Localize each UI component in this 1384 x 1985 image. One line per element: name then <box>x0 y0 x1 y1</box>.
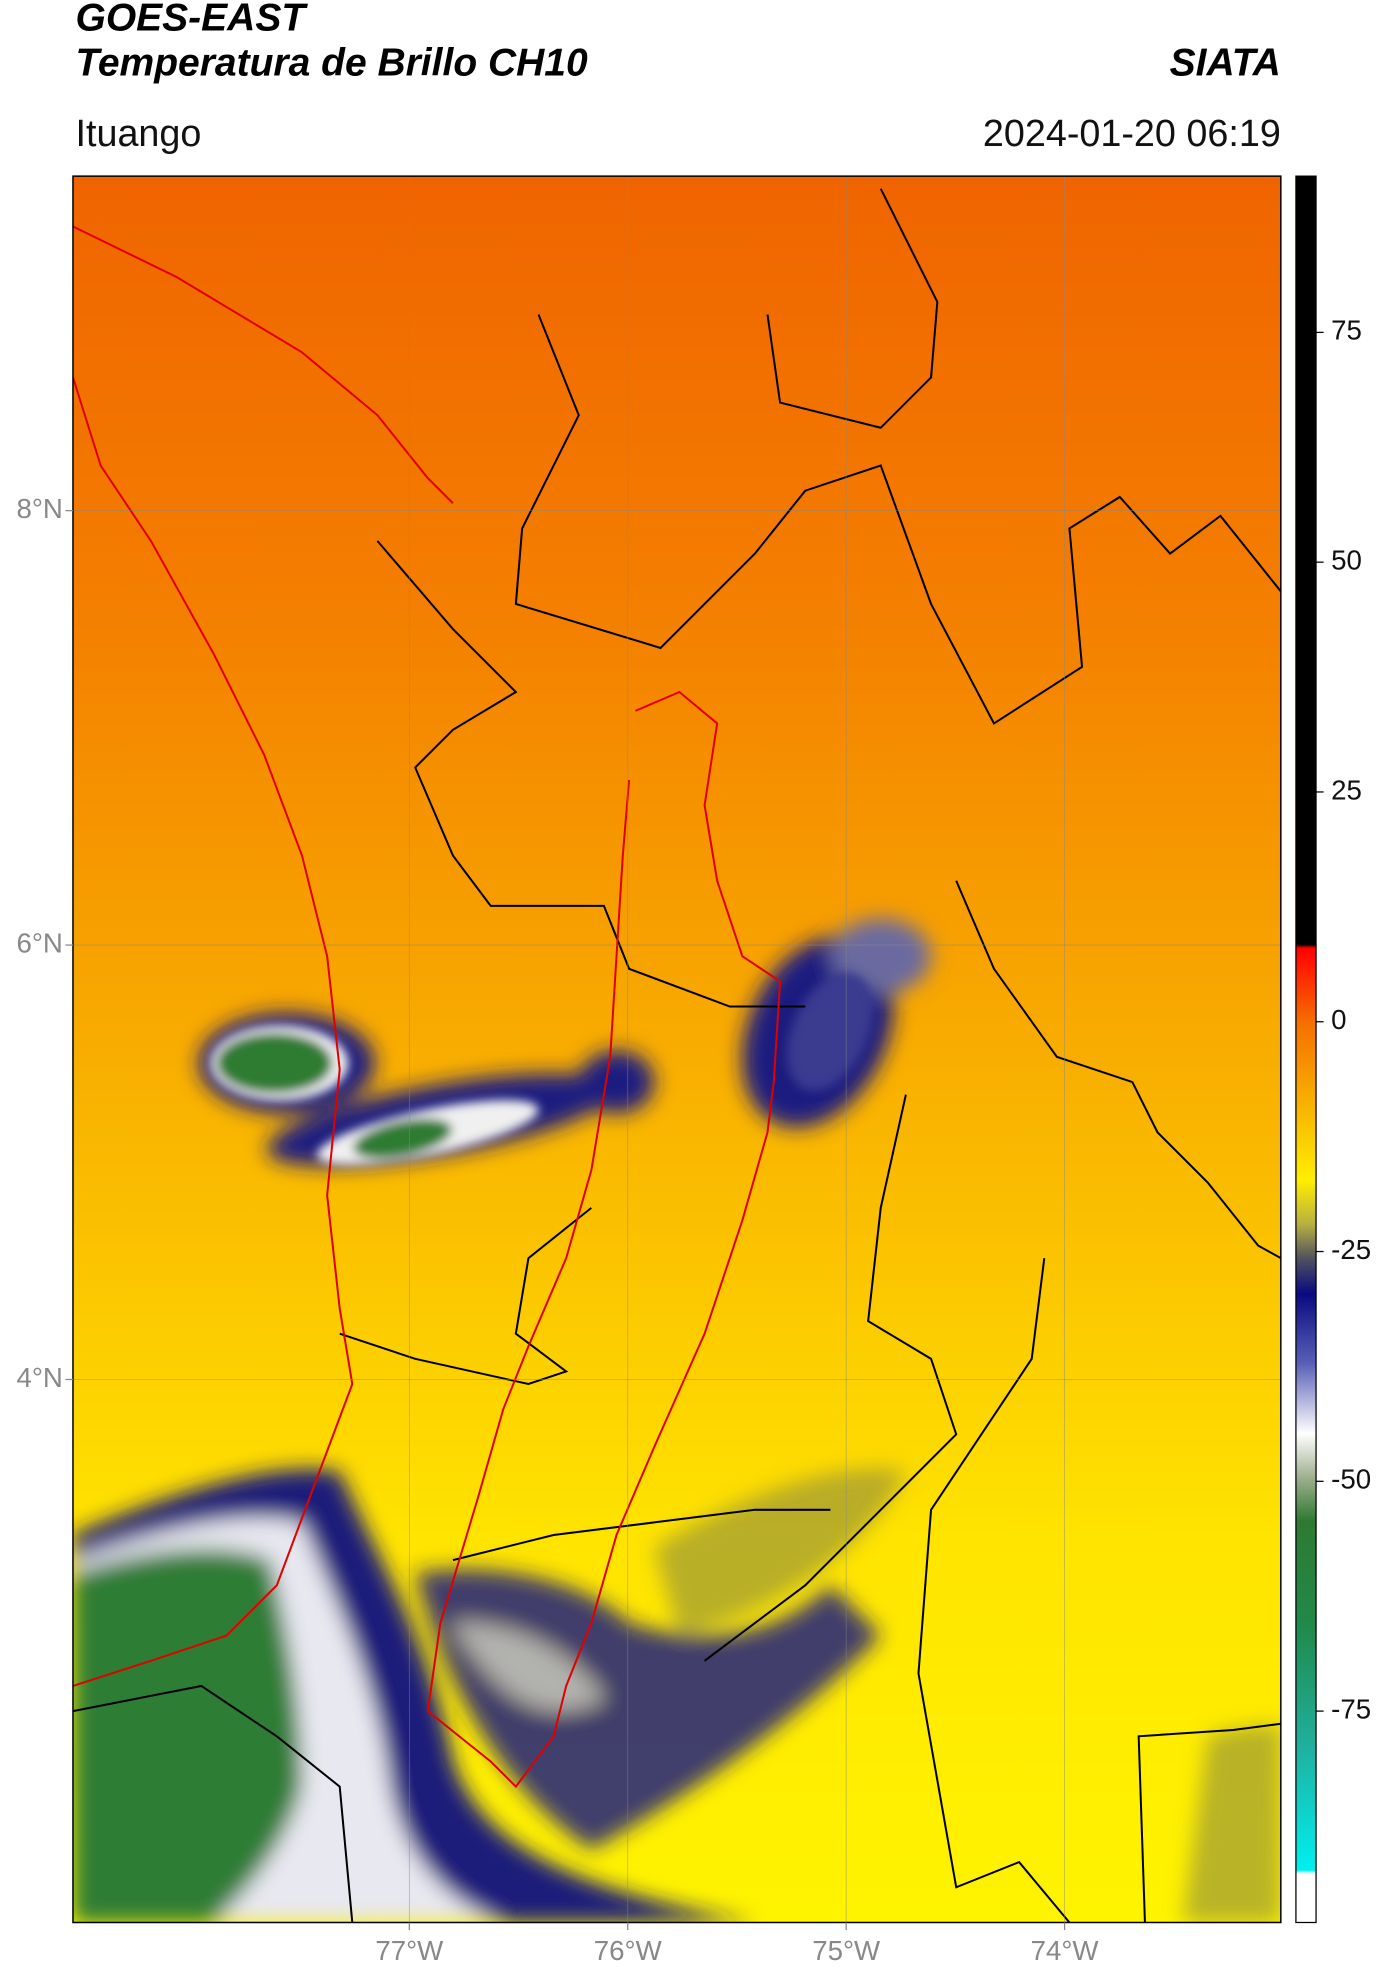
x-tick-label: 74°W <box>1031 1935 1100 1966</box>
location: Ituango <box>75 112 201 154</box>
colorbar-tick-label: 25 <box>1331 774 1362 805</box>
y-tick-label: 8°N <box>16 493 62 524</box>
brand: SIATA <box>1170 42 1281 85</box>
colorbar-tick-label: -50 <box>1331 1464 1371 1495</box>
x-tick-label: 77°W <box>375 1935 444 1966</box>
x-tick-label: 75°W <box>812 1935 881 1966</box>
subtitle: Temperatura de Brillo CH10 <box>75 42 588 85</box>
colorbar-tick-label: 75 <box>1331 315 1362 346</box>
y-tick-label: 4°N <box>16 1362 62 1393</box>
borders <box>72 188 1281 1923</box>
colorbar-tick-label: -75 <box>1331 1693 1371 1724</box>
map <box>72 176 1281 1923</box>
colorbar-tick-label: 0 <box>1331 1004 1346 1035</box>
colorbar <box>1295 175 1317 1924</box>
axes: 77°W 76°W 75°W 74°W 8°N 6°N 4°N 75 50 25 0 -25 -50 -7… <box>16 315 1371 1966</box>
title: GOES-EAST <box>75 0 308 39</box>
map-frame <box>72 175 1282 1924</box>
grid <box>72 176 1281 1923</box>
coastline-and-basin <box>72 225 782 1789</box>
colorbar-tick-label: 50 <box>1331 544 1362 575</box>
colorbar-tick-label: -25 <box>1331 1234 1371 1265</box>
y-tick-label: 6°N <box>16 927 62 958</box>
cold-cores <box>210 972 874 1165</box>
datetime: 2024-01-20 06:19 <box>983 112 1281 154</box>
x-tick-label: 76°W <box>594 1935 663 1966</box>
